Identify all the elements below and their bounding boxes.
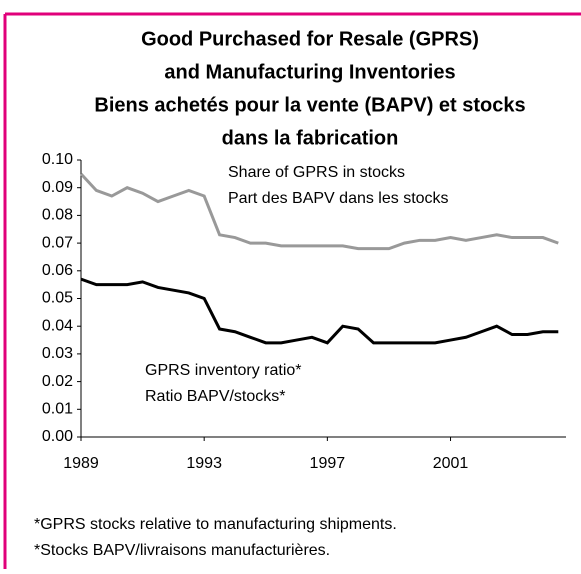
annotation: GPRS inventory ratio* [145,362,302,379]
chart-title: Good Purchased for Resale (GPRS) [141,28,479,50]
y-tick-label: 0.02 [42,373,73,390]
y-tick-label: 0.09 [42,179,73,196]
chart-title: dans la fabrication [222,127,399,149]
y-tick-label: 0.07 [42,234,73,251]
y-tick-label: 0.03 [42,345,73,362]
y-tick-label: 0.08 [42,207,73,224]
y-tick-label: 0.00 [42,428,73,445]
x-tick-label: 1989 [63,455,99,472]
chart-title: Biens achetés pour la vente (BAPV) et st… [94,94,525,116]
footnote: *GPRS stocks relative to manufacturing s… [34,516,397,533]
annotation: Part des BAPV dans les stocks [228,190,449,207]
annotation: Share of GPRS in stocks [228,164,405,181]
y-tick-label: 0.06 [42,262,73,279]
footnote: *Stocks BAPV/livraisons manufacturières. [34,542,330,559]
y-tick-label: 0.10 [42,151,73,168]
x-tick-label: 1997 [310,455,346,472]
x-tick-label: 2001 [433,455,469,472]
y-tick-label: 0.01 [42,401,73,418]
series-line [79,172,559,251]
series-line [80,277,559,345]
chart-title: and Manufacturing Inventories [164,61,455,83]
y-tick-label: 0.05 [42,290,73,307]
x-tick-label: 1993 [186,455,222,472]
y-tick-label: 0.04 [42,317,73,334]
annotation: Ratio BAPV/stocks* [145,388,286,405]
